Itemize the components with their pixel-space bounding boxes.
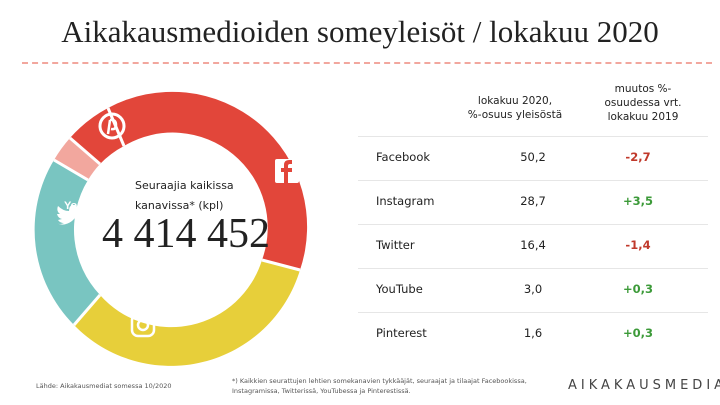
table-row: Facebook 50,2 -2,7 — [358, 136, 708, 178]
table-row: YouTube 3,0 +0,3 — [358, 268, 708, 310]
source-note: Lähde: Aikakausmediat somessa 10/2020 — [36, 382, 172, 390]
segment-twitter — [34, 160, 100, 325]
row-channel: Facebook — [376, 150, 431, 164]
row-share: 1,6 — [523, 326, 543, 340]
segment-facebook — [108, 91, 308, 270]
donut-chart: YouTube — [0, 60, 360, 400]
segment-youtube — [54, 138, 100, 180]
facebook-icon — [275, 159, 299, 183]
header-change-line3: lokakuu 2019 — [607, 111, 679, 123]
row-channel: Instagram — [376, 194, 435, 208]
row-divider — [358, 136, 708, 137]
row-channel: Twitter — [376, 238, 415, 252]
footnote: *) Kaikkien seurattujen lehtien somekana… — [232, 377, 527, 395]
table-row: Twitter 16,4 -1,4 — [358, 224, 708, 266]
followers-label-line2: kanavissa* (kpl) — [135, 199, 224, 212]
row-channel: YouTube — [376, 282, 423, 296]
header-change-line1: muutos %- — [614, 83, 672, 95]
header-change-line2: osuudessa vrt. — [604, 97, 682, 109]
row-change: +3,5 — [622, 194, 653, 208]
instagram-icon — [130, 312, 156, 338]
row-change: +0,3 — [622, 326, 653, 340]
table-row: Instagram 28,7 +3,5 — [358, 180, 708, 222]
row-change: -1,4 — [625, 238, 651, 252]
pinterest-icon — [98, 112, 126, 140]
header-change: muutos %- osuudessa vrt. lokakuu 2019 — [588, 82, 698, 124]
segment-instagram — [74, 260, 300, 366]
title-divider — [22, 62, 712, 64]
header-share-line2: %-osuus yleisöstä — [467, 109, 563, 121]
header-share-line1: lokakuu 2020, — [477, 95, 553, 107]
twitter-icon — [56, 205, 81, 225]
followers-label-line1: Seuraajia kaikissa — [135, 179, 234, 192]
row-divider — [358, 268, 708, 269]
row-share: 28,7 — [520, 194, 546, 208]
followers-total: 4 414 452 — [102, 211, 270, 257]
brand-logo: AIKAKAUSMEDIA — [568, 378, 720, 393]
row-change: -2,7 — [625, 150, 651, 164]
row-divider — [358, 180, 708, 181]
followers-label: Seuraajia kaikissa kanavissa* (kpl) — [135, 176, 234, 216]
row-share: 3,0 — [523, 282, 543, 296]
row-channel: Pinterest — [376, 326, 427, 340]
row-divider — [358, 224, 708, 225]
row-share: 50,2 — [520, 150, 546, 164]
table-row: Pinterest 1,6 +0,3 — [358, 312, 708, 354]
row-divider — [358, 312, 708, 313]
row-share: 16,4 — [520, 238, 546, 252]
row-change: +0,3 — [622, 282, 653, 296]
header-share: lokakuu 2020, %-osuus yleisöstä — [450, 94, 580, 122]
page-title: Aikakausmedioiden someyleisöt / lokakuu … — [61, 14, 659, 49]
